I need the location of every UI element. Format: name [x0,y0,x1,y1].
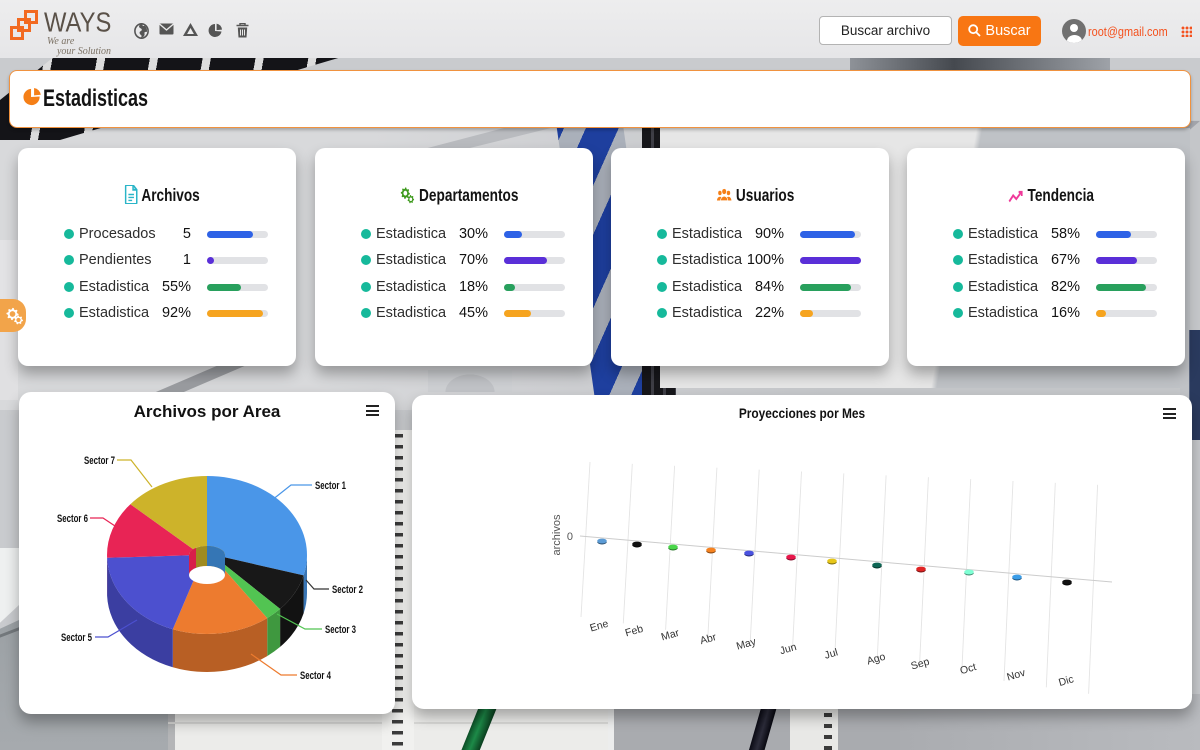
svg-text:Dic: Dic [1057,673,1075,689]
svg-text:Ene: Ene [589,618,610,635]
svg-text:Jul: Jul [823,646,839,661]
svg-text:Oct: Oct [959,661,978,677]
svg-text:Mar: Mar [660,627,681,644]
svg-text:Sector 7: Sector 7 [84,455,115,467]
svg-text:archivos: archivos [551,514,563,555]
svg-text:Sector 1: Sector 1 [315,480,346,492]
svg-text:Jun: Jun [778,641,798,657]
svg-text:Sep: Sep [910,656,931,673]
svg-text:Ago: Ago [866,651,887,668]
svg-text:Nov: Nov [1006,667,1028,684]
svg-text:Sector 6: Sector 6 [57,513,88,525]
svg-text:May: May [735,635,758,652]
svg-text:Sector 3: Sector 3 [325,624,356,636]
svg-text:0: 0 [567,531,573,543]
svg-text:Abr: Abr [699,631,718,647]
svg-text:Sector 2: Sector 2 [332,584,363,596]
svg-text:Sector 5: Sector 5 [61,632,92,644]
svg-text:Feb: Feb [624,623,645,640]
svg-text:Sector 4: Sector 4 [300,670,332,682]
